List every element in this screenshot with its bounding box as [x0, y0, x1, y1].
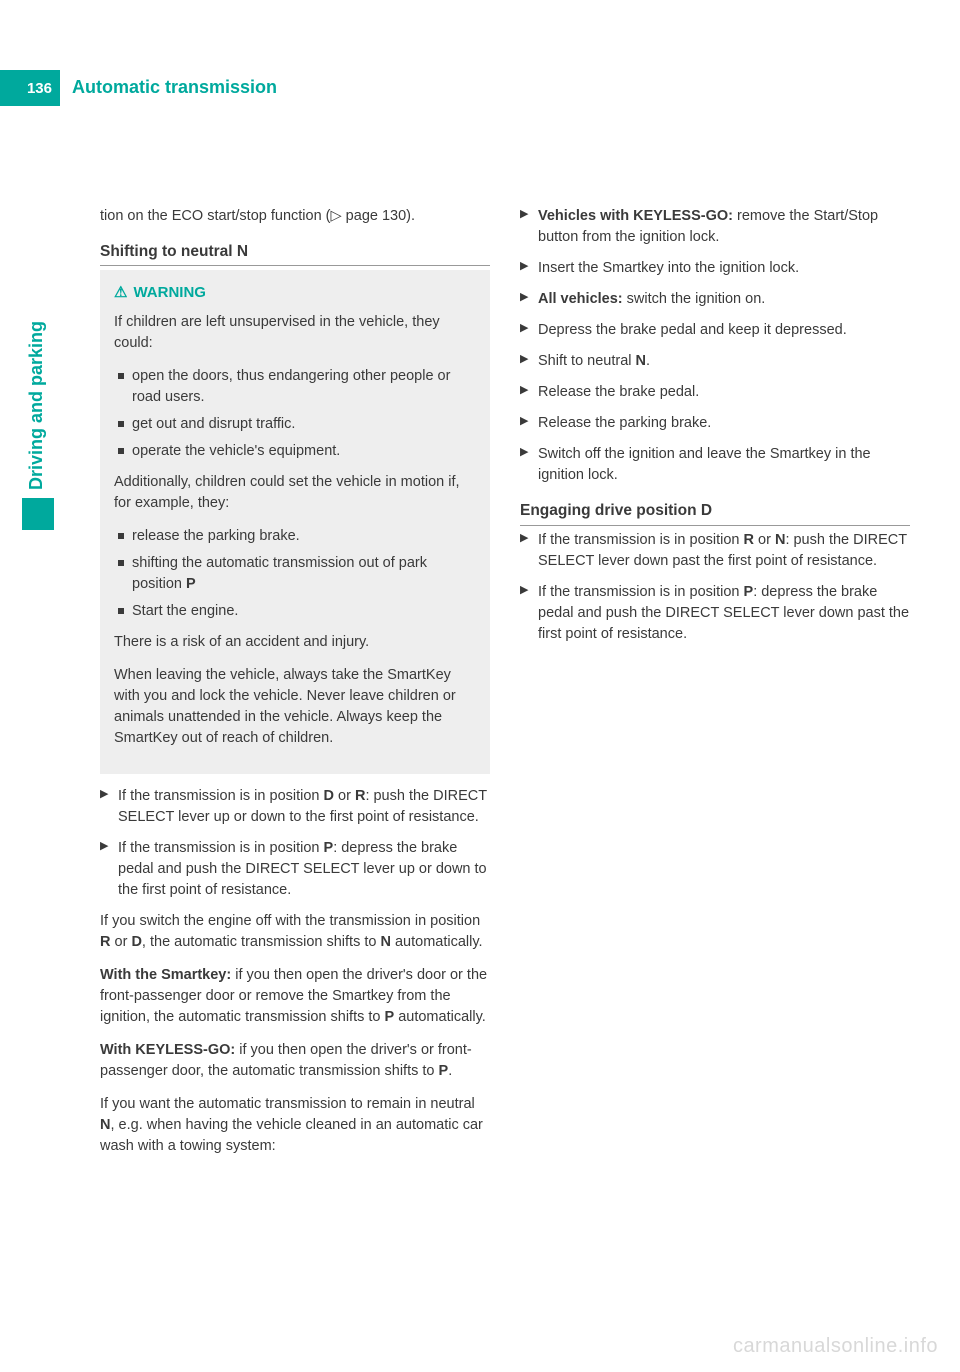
warning-text: There is a risk of an accident and injur… [114, 632, 476, 653]
step-item: Release the parking brake. [520, 413, 910, 434]
header-title: Automatic transmission [60, 70, 277, 106]
step-item: Vehicles with KEYLESS-GO: remove the Sta… [520, 206, 910, 248]
warning-text: When leaving the vehicle, always take th… [114, 665, 476, 749]
column-left: tion on the ECO start/stop function (▷ p… [100, 206, 490, 1169]
list-item: open the doors, thus endangering other p… [114, 366, 476, 408]
header-bar: 136 Automatic transmission [0, 70, 960, 106]
warning-list: open the doors, thus endangering other p… [114, 366, 476, 462]
list-item: Start the engine. [114, 601, 476, 622]
column-right: Vehicles with KEYLESS-GO: remove the Sta… [520, 206, 910, 1169]
step-item: Switch off the ignition and leave the Sm… [520, 444, 910, 486]
step-item: If the transmission is in position D or … [100, 786, 490, 828]
step-item: If the transmission is in position P: de… [100, 838, 490, 901]
watermark: carmanualsonline.info [733, 1335, 938, 1358]
warning-list: release the parking brake. shifting the … [114, 526, 476, 622]
list-item: shifting the automatic transmission out … [114, 553, 476, 595]
step-list: Vehicles with KEYLESS-GO: remove the Sta… [520, 206, 910, 486]
step-item: Shift to neutral N. [520, 351, 910, 372]
page-number: 136 [0, 70, 60, 106]
step-item: Depress the brake pedal and keep it depr… [520, 320, 910, 341]
step-item: Insert the Smartkey into the ignition lo… [520, 258, 910, 279]
step-item: Release the brake pedal. [520, 382, 910, 403]
warning-label: WARNING [114, 282, 476, 304]
step-list: If the transmission is in position R or … [520, 530, 910, 645]
step-list: If the transmission is in position D or … [100, 786, 490, 901]
list-item: operate the vehicle's equipment. [114, 441, 476, 462]
list-item: get out and disrupt traffic. [114, 414, 476, 435]
heading-drive: Engaging drive position D [520, 500, 910, 525]
intro-text: tion on the ECO start/stop function (▷ p… [100, 206, 490, 227]
body-text: If you want the automatic transmission t… [100, 1094, 490, 1157]
warning-text: If children are left unsupervised in the… [114, 312, 476, 354]
heading-neutral: Shifting to neutral N [100, 241, 490, 266]
side-marker [22, 498, 54, 530]
warning-box: WARNING If children are left unsupervise… [100, 270, 490, 773]
list-item: release the parking brake. [114, 526, 476, 547]
content-area: tion on the ECO start/stop function (▷ p… [100, 206, 910, 1169]
step-item: If the transmission is in position R or … [520, 530, 910, 572]
warning-text: Additionally, children could set the veh… [114, 472, 476, 514]
body-text: With KEYLESS-GO: if you then open the dr… [100, 1040, 490, 1082]
step-item: All vehicles: switch the ignition on. [520, 289, 910, 310]
side-section-label: Driving and parking [26, 321, 47, 490]
body-text: With the Smartkey: if you then open the … [100, 965, 490, 1028]
step-item: If the transmission is in position P: de… [520, 582, 910, 645]
body-text: If you switch the engine off with the tr… [100, 911, 490, 953]
